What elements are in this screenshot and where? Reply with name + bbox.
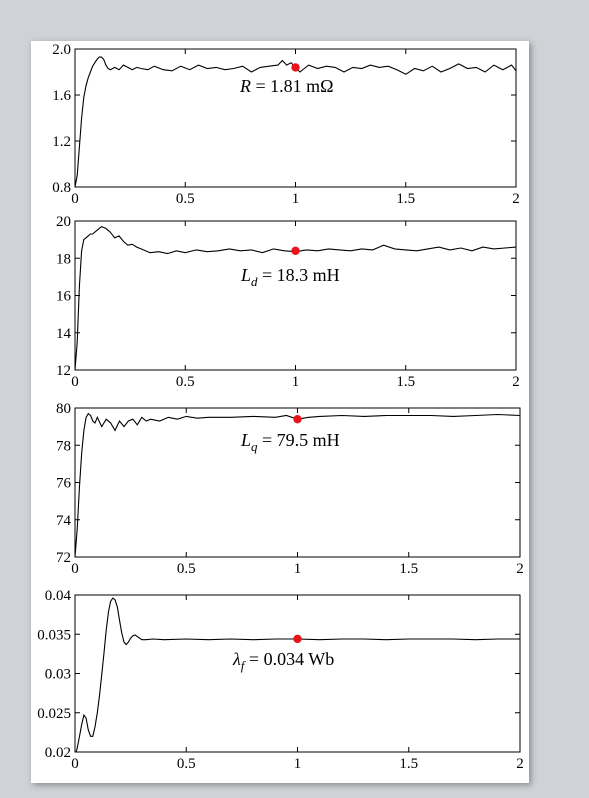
y-tick-label: 14 [56,326,72,342]
annotation-symbol: L [240,430,251,450]
y-tick-label: 1.6 [52,88,71,104]
annotation-symbol: L [240,265,251,285]
panel-4: 0 0.5 1 1.5 2 0.02 0.025 0.03 0.035 0.04 λf = 0.03… [37,588,524,772]
x-tick-label: 0 [71,561,79,577]
y-tick-label: 18 [56,251,71,267]
plot-frame [74,594,521,753]
x-tick-label: 0.5 [176,374,195,390]
plot-frame [74,48,517,188]
estimate-marker [293,634,302,644]
x-tick-label: 0.5 [177,561,196,577]
x-tick-label: 2 [512,191,520,207]
panel-2: 0 0.5 1 1.5 2 12 14 16 18 20 Ld = 18.3 mH [56,214,520,390]
annotation-subscript: d [251,274,258,289]
annotation-value: = 79.5 mH [258,430,340,450]
series-line [75,225,516,370]
annotation-subscript: q [251,439,258,454]
x-tick-label: 0 [71,191,79,207]
estimate-annotation: λf = 0.034 Wb [232,649,334,673]
y-tick-label: 80 [56,401,71,417]
panel-1: 0 0.5 1 1.5 2 0.8 1.2 1.6 2.0 R = 1.81 mΩ [52,42,520,207]
x-tick-label: 1 [294,561,302,577]
x-tick-label: 0 [71,756,79,772]
x-tick-label: 2 [516,756,524,772]
annotation-value: = 18.3 mH [258,265,340,285]
x-tick-label: 2 [516,561,524,577]
y-tick-label: 1.2 [52,134,71,150]
annotation-symbol: R [239,76,251,96]
plot-frame [74,407,521,558]
panel-3: 0 0.5 1 1.5 2 72 74 76 78 80 Lq = 79.5 mH [56,401,524,577]
x-tick-label: 1.5 [399,756,418,772]
y-tick-label: 2.0 [52,42,71,58]
x-tick-label: 1 [294,756,302,772]
y-tick-label: 72 [56,550,71,566]
series-line [75,597,520,752]
series-line [75,56,516,187]
x-tick-label: 1 [292,374,300,390]
y-tick-label: 0.8 [52,180,71,196]
y-tick-label: 0.025 [37,706,71,722]
x-tick-label: 1 [292,191,300,207]
annotation-subscript: f [241,658,247,673]
y-tick-label: 0.035 [37,627,71,643]
estimate-marker [291,246,300,255]
x-tick-label: 0.5 [176,191,195,207]
y-tick-label: 12 [56,363,71,379]
annotation-value: = 1.81 mΩ [251,76,334,96]
y-tick-label: 78 [56,438,71,454]
y-tick-label: 20 [56,214,71,230]
annotation-value: = 0.034 Wb [244,649,334,669]
y-tick-label: 0.04 [45,588,72,604]
x-tick-label: 1.5 [399,561,418,577]
x-tick-label: 0.5 [177,756,196,772]
y-tick-label: 0.03 [45,667,71,683]
estimate-annotation: Lq = 79.5 mH [240,430,340,454]
y-tick-label: 0.02 [45,745,71,761]
x-tick-label: 1.5 [396,374,415,390]
estimate-marker [291,63,300,72]
y-tick-label: 74 [56,513,72,529]
estimate-annotation: Ld = 18.3 mH [240,265,340,289]
estimate-marker [293,414,302,424]
x-tick-label: 2 [512,374,520,390]
y-tick-label: 16 [56,289,72,305]
estimate-annotation: R = 1.81 mΩ [239,76,334,96]
x-tick-label: 0 [71,374,79,390]
annotation-symbol: λ [232,649,241,669]
x-tick-label: 1.5 [396,191,415,207]
plot-frame [74,220,517,371]
series-line [75,412,520,557]
y-tick-label: 76 [56,476,72,492]
